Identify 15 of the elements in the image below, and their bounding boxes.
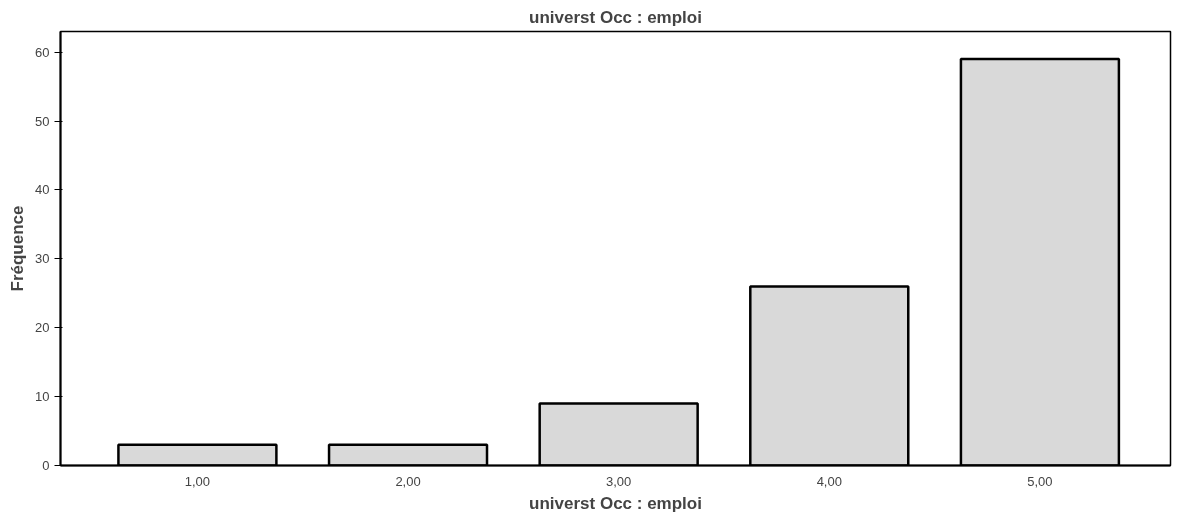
y-tick-label: 20 — [35, 320, 50, 336]
x-tick-label: 4,00 — [816, 473, 842, 489]
x-tick-label: 5,00 — [1027, 473, 1053, 489]
y-tick-label: 10 — [35, 389, 50, 405]
y-tick-label: 50 — [35, 113, 50, 129]
x-tick-label: 2,00 — [395, 473, 421, 489]
x-tick-label: 3,00 — [606, 473, 632, 489]
y-tick-label: 30 — [35, 251, 50, 267]
x-axis-title: universt Occ : emploi — [529, 493, 702, 513]
y-tick-label: 0 — [42, 458, 50, 473]
chart-title: universt Occ : emploi — [529, 7, 702, 27]
x-tick-label: 1,00 — [184, 473, 211, 489]
y-tick-label: 60 — [35, 44, 50, 60]
y-axis-title: Fréquence — [8, 205, 28, 292]
y-tick-label: 40 — [35, 182, 50, 198]
